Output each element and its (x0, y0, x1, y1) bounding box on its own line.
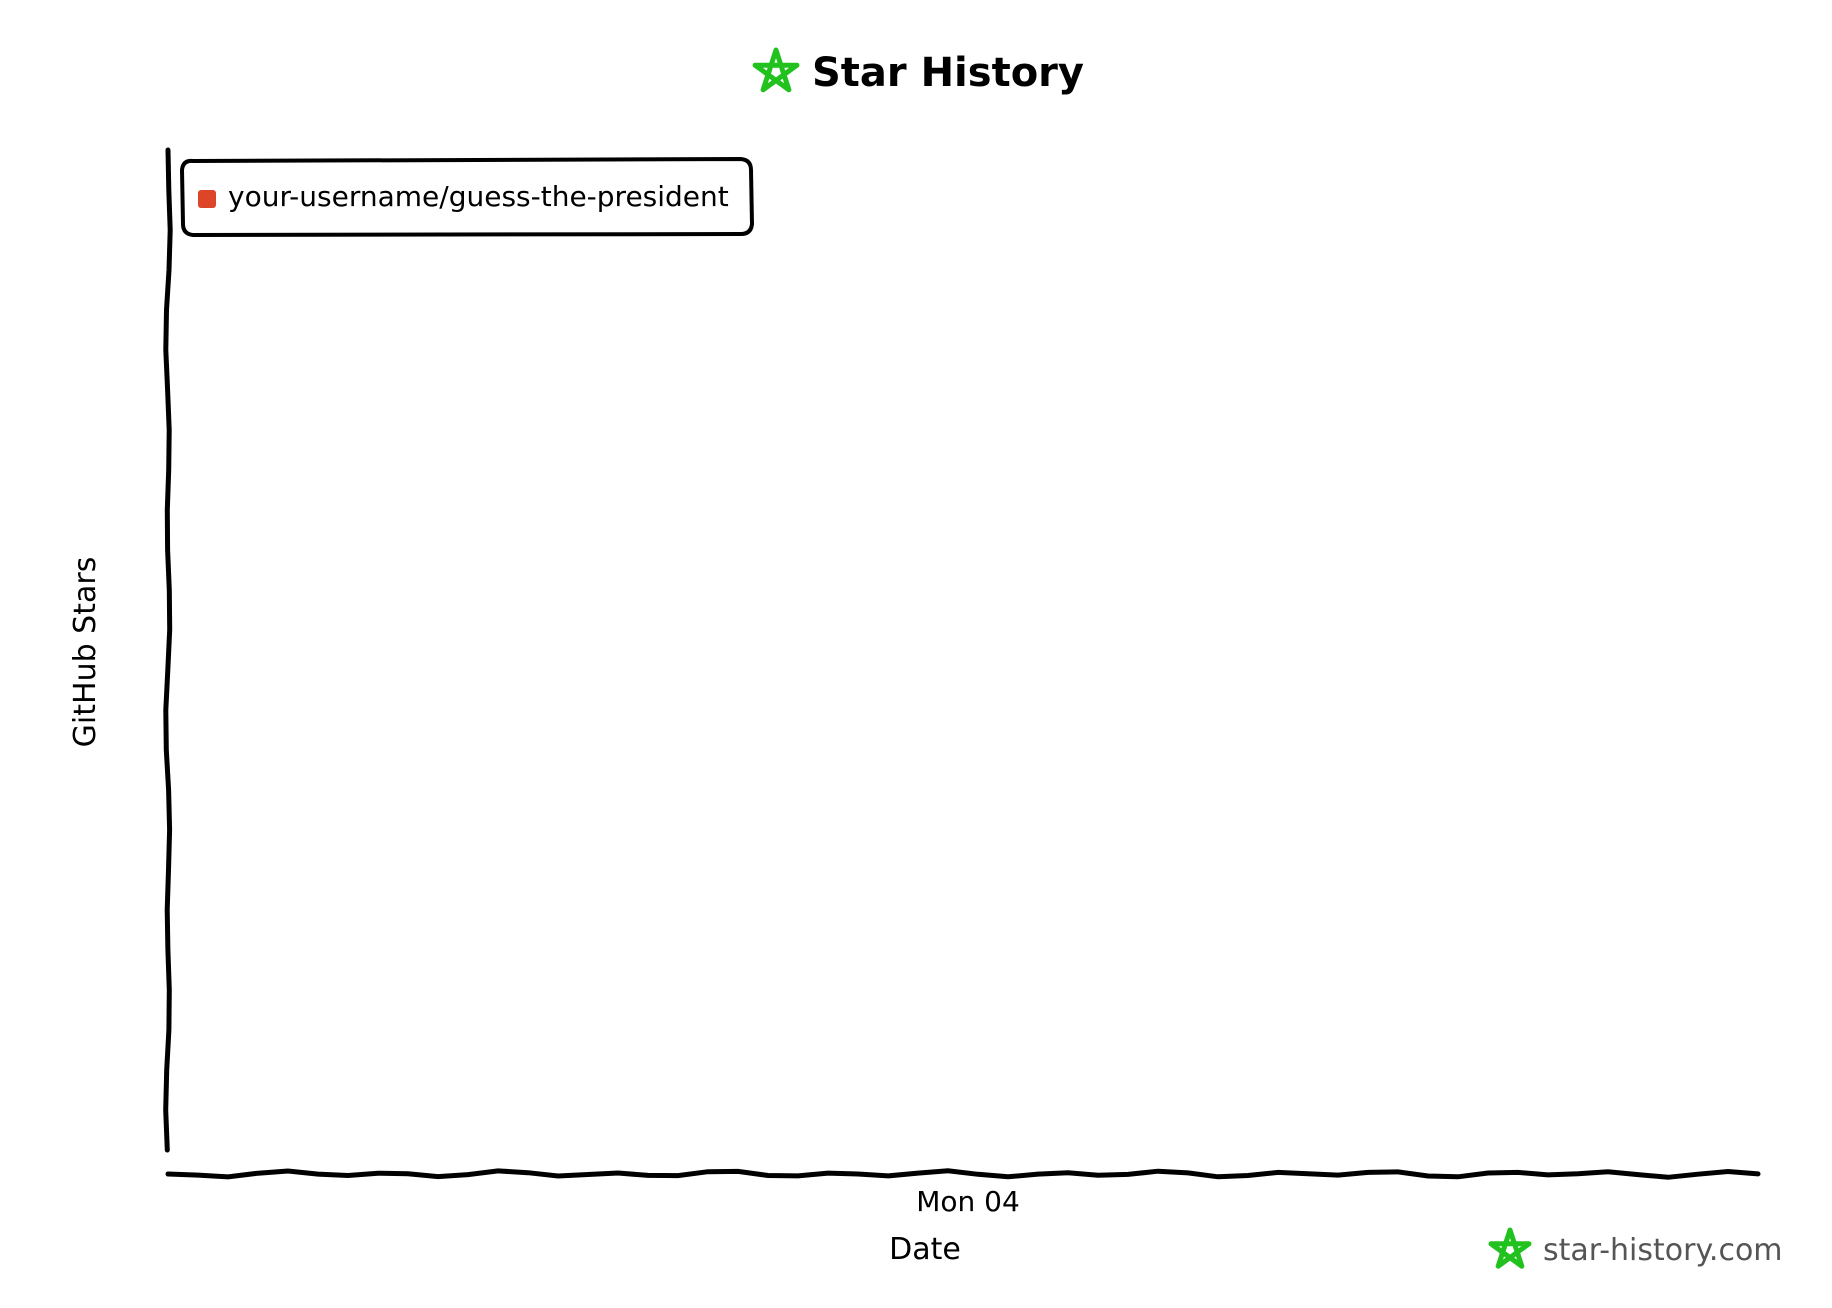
legend-label: your-username/guess-the-president (228, 180, 729, 213)
chart-title: Star History (812, 50, 1084, 96)
x-tick-label: Mon 04 (916, 1185, 1020, 1218)
star-logo-icon (1488, 1227, 1532, 1269)
x-axis-label: Date (889, 1232, 961, 1267)
y-axis-line (163, 147, 173, 1153)
legend-box (180, 157, 754, 237)
legend: your-username/guess-the-president (180, 157, 754, 237)
chart-title-group: Star History (752, 47, 1084, 96)
watermark-text: star-history.com (1543, 1233, 1783, 1268)
legend-swatch (198, 190, 216, 208)
y-axis-label: GitHub Stars (68, 557, 103, 748)
watermark-group: star-history.com (1488, 1227, 1783, 1269)
x-axis-line (165, 1168, 1761, 1180)
star-logo-icon (752, 47, 800, 93)
